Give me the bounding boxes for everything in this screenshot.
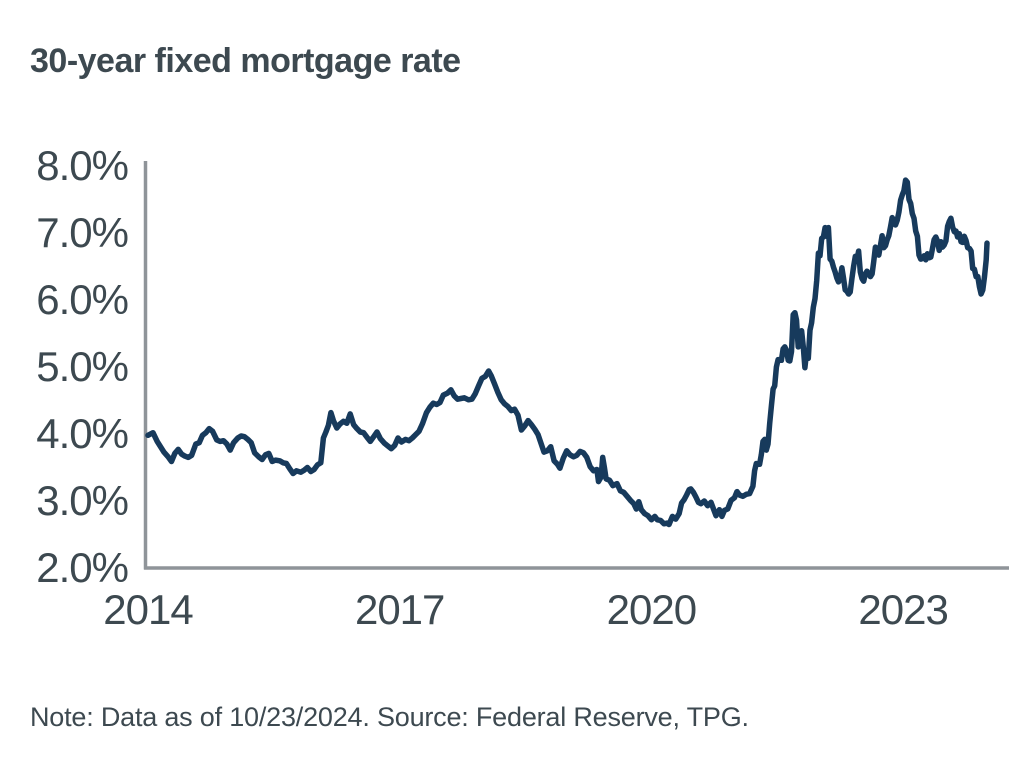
y-tick-label: 7.0% [36,209,129,256]
y-tick-label: 5.0% [36,343,129,390]
x-tick-label: 2023 [858,586,948,633]
y-tick-label: 8.0% [36,142,129,189]
x-tick-label: 2014 [103,586,193,633]
x-tick-label: 2017 [354,586,445,633]
mortgage-rate-line [145,177,990,528]
y-tick-label: 2.0% [36,544,129,591]
y-tick-label: 3.0% [36,477,129,524]
y-tick-label: 6.0% [36,276,129,323]
source-note: Note: Data as of 10/23/2024. Source: Fed… [30,702,749,732]
chart-title: 30-year fixed mortgage rate [30,42,461,80]
y-tick-label: 4.0% [36,410,129,457]
x-tick-label: 2020 [606,586,697,633]
